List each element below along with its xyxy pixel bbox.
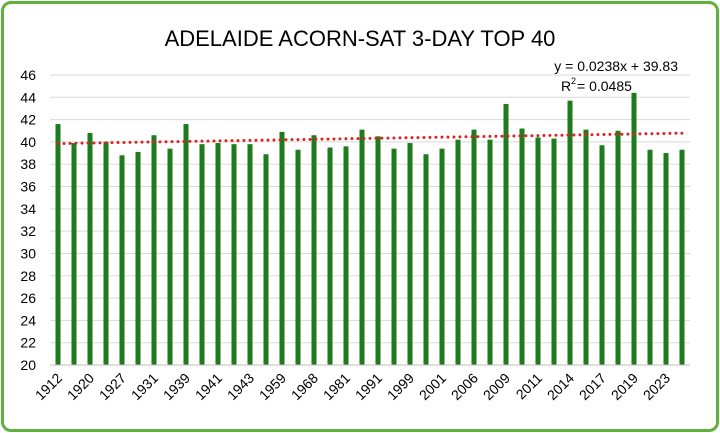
x-tick-label: 1999 — [384, 370, 417, 403]
bar — [471, 129, 477, 365]
bar — [183, 124, 189, 365]
bar — [679, 149, 685, 365]
bar — [263, 154, 269, 365]
x-tick-label: 1981 — [320, 370, 353, 403]
y-tick-label: 24 — [20, 312, 36, 328]
bar — [535, 137, 541, 365]
bar — [375, 136, 381, 365]
x-tick-label: 1968 — [288, 370, 321, 403]
y-tick-label: 38 — [20, 156, 36, 172]
bar — [567, 100, 573, 366]
y-tick-label: 22 — [20, 335, 36, 351]
x-tick-label: 2011 — [513, 370, 546, 403]
bar — [615, 130, 621, 365]
x-tick-label: 2019 — [608, 370, 641, 403]
trendline-equation: y = 0.0238x + 39.83 — [554, 58, 678, 74]
x-tick-label: 2001 — [416, 370, 449, 403]
x-tick-label: 1920 — [64, 370, 97, 403]
y-tick-label: 28 — [20, 268, 36, 284]
bar — [343, 146, 349, 365]
bar — [119, 155, 125, 365]
bar — [647, 149, 653, 365]
r-squared-label: R 2 = 0.0485 — [561, 76, 632, 94]
r-squared-value: = 0.0485 — [577, 78, 632, 94]
bar — [311, 135, 317, 365]
bar — [455, 139, 461, 365]
y-axis-ticks: 20 22 24 26 28 30 32 34 36 38 40 42 44 46 — [20, 67, 36, 373]
trendline — [56, 131, 684, 146]
bar — [279, 131, 285, 365]
bar — [87, 133, 93, 365]
y-tick-label: 36 — [20, 179, 36, 195]
x-tick-label: 1939 — [160, 370, 193, 403]
bar — [151, 135, 157, 365]
bar — [663, 153, 669, 365]
bar — [359, 129, 365, 365]
r-squared-prefix: R — [561, 78, 571, 94]
x-tick-label: 1912 — [32, 370, 65, 403]
bar — [423, 154, 429, 365]
bar — [247, 144, 253, 365]
y-tick-label: 20 — [20, 357, 36, 373]
bar — [199, 144, 205, 365]
x-tick-label: 2006 — [448, 370, 481, 403]
y-tick-label: 30 — [20, 245, 36, 261]
x-tick-label: 1931 — [128, 370, 161, 403]
bar — [599, 145, 605, 365]
bar — [519, 128, 525, 365]
x-tick-label: 2014 — [544, 370, 577, 403]
y-tick-label: 44 — [20, 89, 36, 105]
bar — [487, 139, 493, 365]
y-tick-label: 46 — [20, 67, 36, 83]
bar — [631, 92, 637, 365]
x-tick-label: 1927 — [96, 370, 129, 403]
x-axis-ticks: 1912192019271931193919411943195919681981… — [32, 370, 673, 403]
bar — [167, 148, 173, 365]
y-tick-label: 32 — [20, 223, 36, 239]
bars — [55, 92, 685, 366]
bar — [407, 143, 413, 365]
x-tick-label: 2017 — [576, 370, 609, 403]
bar — [551, 138, 557, 365]
x-tick-label: 2009 — [480, 370, 513, 403]
bar — [391, 148, 397, 365]
bar — [55, 124, 61, 365]
y-tick-label: 40 — [20, 134, 36, 150]
y-tick-label: 42 — [20, 112, 36, 128]
r-squared-exponent: 2 — [571, 76, 576, 86]
bar — [215, 143, 221, 365]
x-tick-label: 1943 — [224, 370, 257, 403]
x-tick-label: 1941 — [192, 370, 225, 403]
x-tick-label: 2023 — [640, 370, 673, 403]
bar — [327, 147, 333, 365]
bar — [439, 148, 445, 365]
bar — [503, 104, 509, 365]
bar — [71, 143, 77, 365]
bar — [295, 149, 301, 365]
y-tick-label: 34 — [20, 201, 36, 217]
bar — [231, 144, 237, 365]
bar — [135, 151, 141, 365]
x-tick-label: 1991 — [352, 370, 385, 403]
y-tick-label: 26 — [20, 290, 36, 306]
x-tick-label: 1959 — [256, 370, 289, 403]
bar — [583, 129, 589, 365]
chart-title: ADELAIDE ACORN-SAT 3-DAY TOP 40 — [165, 26, 556, 51]
gridlines — [50, 74, 690, 344]
bar — [103, 141, 109, 365]
